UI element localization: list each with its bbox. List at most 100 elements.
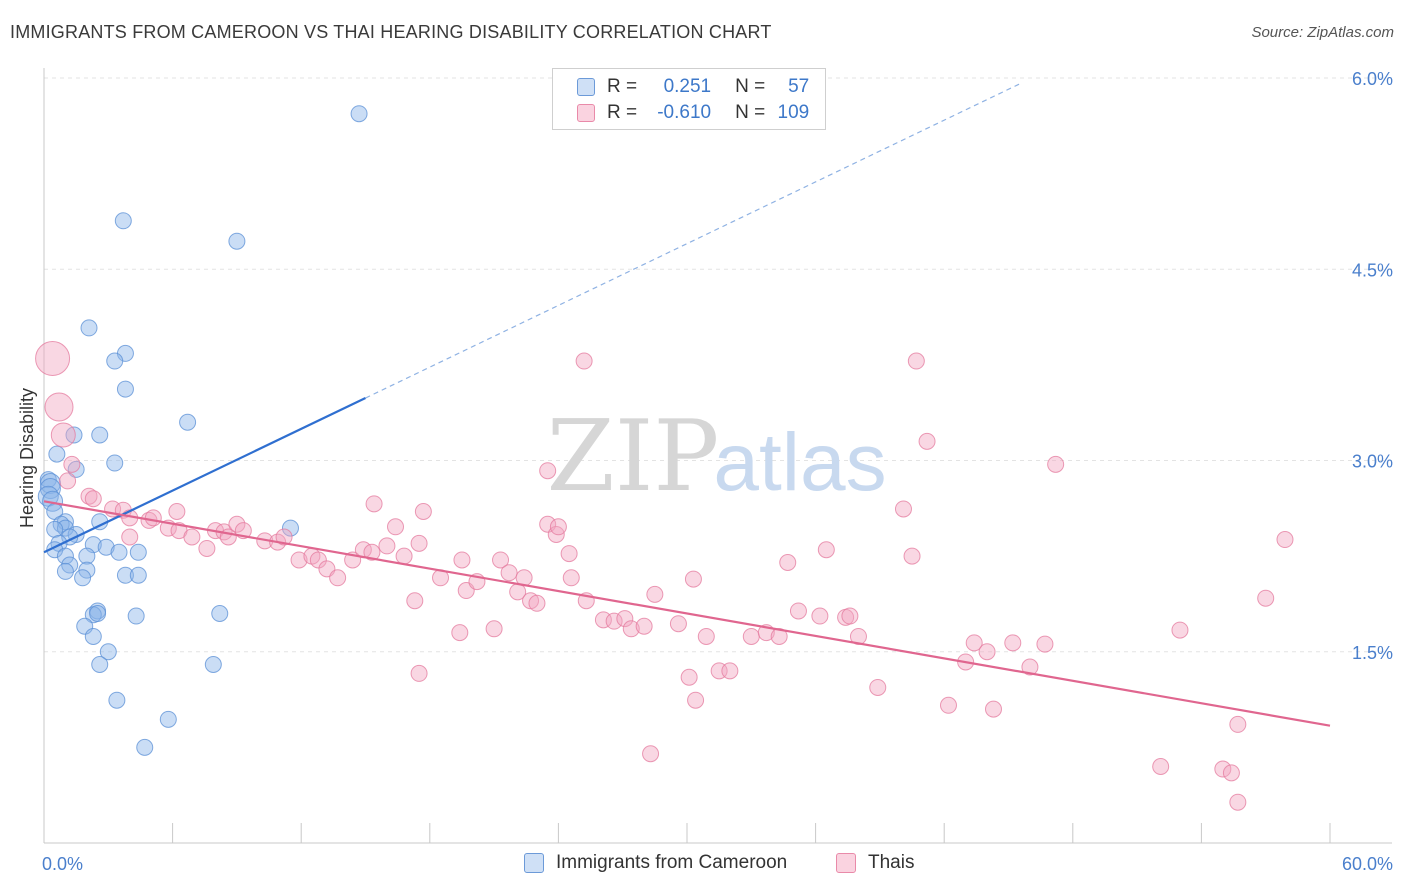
cameroon-trend-extension — [365, 82, 1022, 399]
thais-point — [365, 495, 383, 513]
y-tick-label-0: 1.5% — [1352, 643, 1393, 663]
thais-point — [841, 607, 859, 625]
cameroon-point — [127, 607, 145, 625]
thais-point — [485, 620, 503, 638]
thais-point — [742, 627, 760, 645]
thais-point — [183, 528, 201, 546]
thais-point — [1257, 589, 1275, 607]
cameroon-point — [97, 538, 115, 556]
cameroon-point — [211, 605, 229, 622]
cameroon-point — [116, 380, 134, 398]
thais-point — [575, 352, 593, 370]
cameroon-point — [179, 413, 197, 431]
n-value-cameroon: 57 — [788, 76, 810, 97]
swatch-cameroon — [524, 853, 544, 873]
r-value-cameroon: 0.251 — [663, 76, 712, 97]
n-label: N = — [735, 76, 766, 97]
thais-point — [562, 569, 580, 587]
cameroon-point — [46, 520, 64, 538]
series-legend: Immigrants from Cameroon Thais — [0, 852, 1406, 878]
thais-point — [779, 554, 797, 571]
thais-point — [605, 612, 623, 630]
cameroon-point — [108, 691, 126, 709]
thais-point — [410, 534, 428, 552]
n-value-thais: 109 — [777, 102, 810, 123]
y-tick-label-2: 4.5% — [1352, 260, 1393, 280]
r-value-thais: -0.610 — [657, 102, 712, 123]
thais-point — [894, 500, 912, 518]
thais-point — [44, 392, 74, 422]
data-points — [35, 105, 1294, 811]
cameroon-point — [114, 212, 132, 230]
thais-point — [869, 678, 887, 696]
thais-point — [451, 624, 469, 642]
thais-point — [1152, 758, 1170, 775]
thais-point — [622, 620, 640, 638]
source-label: Source: ZipAtlas.com — [1251, 24, 1394, 41]
thais-point — [1214, 760, 1232, 778]
cameroon-point — [228, 232, 246, 250]
r-label: R = — [607, 76, 638, 97]
legend-row-thais: R = -0.610 N = 109 — [577, 101, 809, 125]
cameroon-point — [110, 543, 128, 561]
cameroon-point — [204, 656, 222, 673]
legend-item-cameroon[interactable]: Immigrants from Cameroon — [524, 852, 787, 874]
correlation-legend: R = 0.251 N = 57 R = -0.610 N = 109 — [552, 68, 826, 130]
x-tick-label-max: 60.0% — [1342, 854, 1393, 874]
thais-point — [560, 545, 578, 563]
thais-point — [811, 607, 829, 625]
cameroon-point — [106, 454, 124, 472]
thais-point — [697, 627, 715, 645]
axes — [43, 68, 1392, 844]
y-axis-label: Hearing Disability — [17, 388, 37, 528]
thais-point — [492, 551, 510, 569]
x-tick-label-min: 0.0% — [42, 854, 83, 874]
cameroon-point — [129, 543, 147, 561]
cameroon-trend-line — [43, 397, 366, 554]
thais-point — [144, 509, 162, 527]
thais-point — [817, 541, 835, 559]
thais-point — [1047, 455, 1065, 473]
cameroon-point — [136, 738, 154, 756]
thais-point — [35, 341, 71, 376]
r-label: R = — [607, 102, 638, 123]
cameroon-point — [56, 519, 74, 537]
y-tick-label-3: 6.0% — [1352, 69, 1393, 89]
thais-point — [965, 634, 983, 652]
thais-point — [59, 472, 77, 490]
thais-point — [978, 643, 996, 661]
thais-point — [984, 700, 1002, 718]
thais-point — [84, 490, 102, 508]
cameroon-point — [91, 426, 109, 444]
chart-title: IMMIGRANTS FROM CAMEROON VS THAI HEARING… — [10, 22, 772, 42]
thais-point — [1229, 715, 1247, 733]
thais-point — [528, 594, 546, 612]
y-tick-label-1: 3.0% — [1352, 452, 1393, 472]
thais-point — [228, 515, 246, 533]
watermark-atlas: atlas — [713, 417, 886, 508]
thais-point — [453, 551, 471, 569]
thais-point — [378, 537, 396, 555]
thais-point — [121, 528, 139, 546]
thais-point — [669, 615, 687, 633]
thais-point — [918, 432, 936, 450]
thais-point — [395, 547, 413, 565]
cameroon-point — [74, 569, 92, 587]
grid-lines — [44, 77, 1392, 653]
legend-swatch-cameroon — [577, 78, 595, 96]
legend-item-thais[interactable]: Thais — [836, 852, 914, 874]
cameroon-point — [78, 561, 96, 579]
cameroon-point — [91, 656, 109, 673]
swatch-thais — [836, 853, 856, 873]
thais-point — [903, 547, 921, 565]
legend-swatch-thais — [577, 104, 595, 122]
thais-point — [410, 664, 428, 682]
n-label: N = — [735, 102, 766, 123]
thais-point — [1036, 635, 1054, 653]
thais-point — [406, 592, 424, 610]
thais-point — [387, 518, 405, 536]
thais-point — [939, 696, 957, 714]
cameroon-point — [106, 352, 124, 370]
thais-point — [539, 462, 557, 480]
thais-point — [594, 611, 612, 629]
